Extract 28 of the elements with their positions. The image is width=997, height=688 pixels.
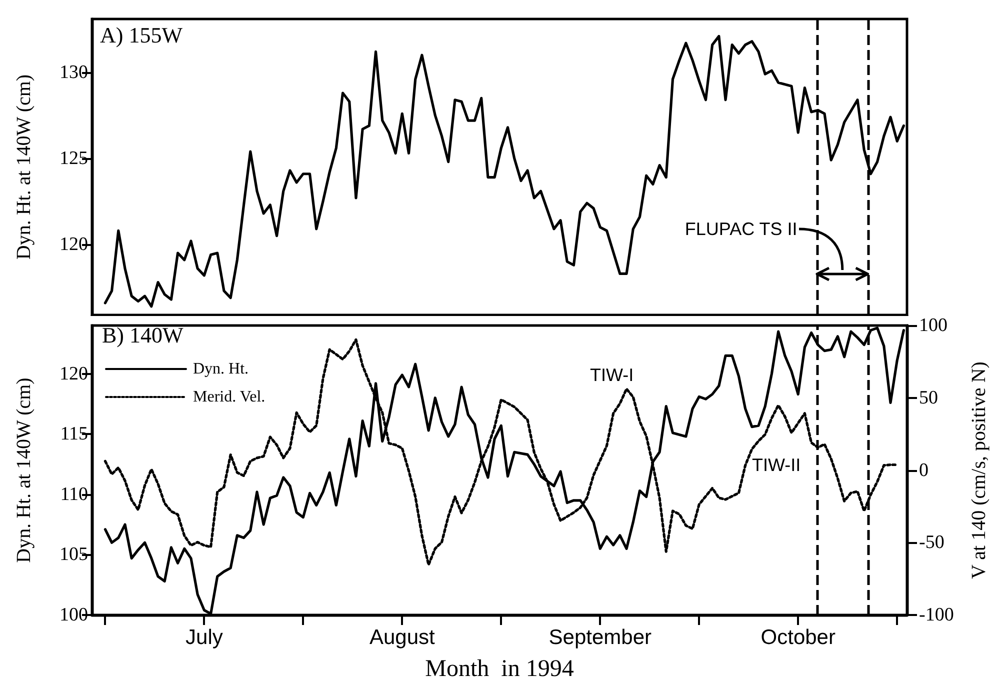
x-tick-label: July	[186, 626, 224, 649]
y-tick-label: 105	[60, 544, 88, 566]
y-tick-label: 120	[60, 363, 88, 384]
x-axis-title: Month in 1994	[425, 656, 574, 682]
y-tick-label: 100	[60, 604, 88, 626]
y-tick-label: 125	[60, 148, 88, 169]
y2-tick-label: 0	[919, 460, 928, 481]
y-axis-title: Dyn. Ht. at 140W (cm)	[13, 378, 35, 563]
y-tick-label: 130	[60, 62, 88, 83]
y2-tick-label: 50	[919, 387, 938, 408]
legend-label: Merid. Vel.	[193, 388, 266, 406]
y2-tick-label: -100	[919, 604, 954, 626]
y-tick-label: 110	[60, 484, 88, 505]
legend-label: Dyn. Ht.	[193, 360, 249, 378]
annotation: B) 140W	[102, 322, 184, 348]
y-tick-label: 115	[60, 424, 88, 445]
y2-tick-label: -50	[919, 532, 944, 554]
annotation: FLUPAC TS II	[684, 219, 798, 239]
y2-tick-label: 100	[919, 315, 948, 336]
y2-axis-title: V at 140 (cm/s, positive N)	[968, 362, 990, 579]
annotation: TIW-I	[590, 365, 634, 385]
y-tick-label: 120	[60, 234, 88, 255]
x-tick-label: August	[369, 626, 436, 649]
annotation: A) 155W	[100, 22, 183, 48]
y-axis-title: Dyn. Ht. at 140W (cm)	[13, 74, 35, 260]
annotation: TIW-II	[752, 455, 801, 475]
x-tick-label: September	[548, 626, 652, 649]
x-tick-label: October	[760, 626, 836, 649]
